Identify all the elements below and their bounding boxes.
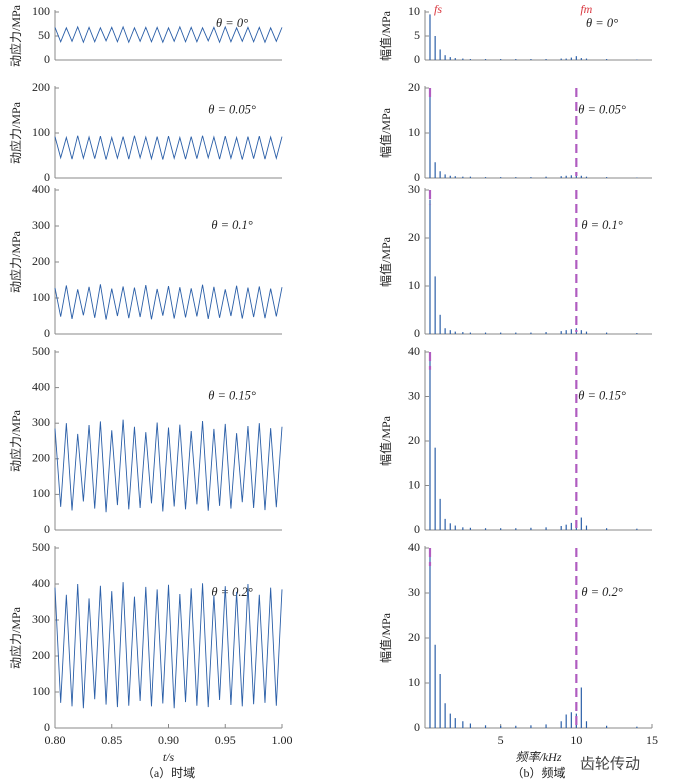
y-tick-label: 100 xyxy=(32,684,50,698)
y-tick-label: 100 xyxy=(32,125,50,139)
y-tick-label: 200 xyxy=(32,451,50,465)
annotation: θ = 0.1° xyxy=(211,218,252,232)
y-tick-label: 0 xyxy=(414,720,420,734)
signal-line xyxy=(54,582,283,709)
annotation: θ = 0.2° xyxy=(211,585,252,599)
y-axis-label: 动应力/MPa xyxy=(8,606,23,669)
y-tick-label: 30 xyxy=(408,182,420,196)
x-tick-label: 0.85 xyxy=(101,733,122,747)
y-tick-label: 50 xyxy=(38,28,50,42)
x-tick-label: 1.00 xyxy=(272,733,293,747)
signal-line xyxy=(54,419,283,513)
y-tick-label: 40 xyxy=(408,344,420,358)
caption: （b）频域 xyxy=(511,766,565,780)
marker-label: fm xyxy=(580,2,592,16)
y-axis-label: 幅值/MPa xyxy=(378,415,393,466)
y-axis-label: 幅值/MPa xyxy=(378,612,393,663)
y-axis-label: 幅值/MPa xyxy=(378,10,393,61)
x-tick-label: 0.95 xyxy=(215,733,236,747)
annotation: θ = 0.2° xyxy=(581,585,622,599)
y-tick-label: 5 xyxy=(414,28,420,42)
signal-line xyxy=(54,284,283,320)
y-tick-label: 200 xyxy=(32,80,50,94)
y-tick-label: 400 xyxy=(32,576,50,590)
y-tick-label: 500 xyxy=(32,344,50,358)
y-tick-label: 100 xyxy=(32,486,50,500)
y-tick-label: 400 xyxy=(32,182,50,196)
y-axis-label: 幅值/MPa xyxy=(378,236,393,287)
x-tick-label: 5 xyxy=(498,733,504,747)
y-axis-label: 动应力/MPa xyxy=(8,101,23,164)
annotation: θ = 0.05° xyxy=(578,102,626,116)
marker-label: fs xyxy=(434,2,442,16)
annotation: θ = 0.05° xyxy=(208,102,256,116)
y-tick-label: 0 xyxy=(44,326,50,340)
y-tick-label: 300 xyxy=(32,415,50,429)
x-axis-label: t/s xyxy=(163,750,175,764)
x-axis-label: 频率/kHz xyxy=(516,750,562,764)
y-tick-label: 0 xyxy=(44,720,50,734)
y-tick-label: 100 xyxy=(32,290,50,304)
annotation: θ = 0.15° xyxy=(208,388,256,402)
y-tick-label: 10 xyxy=(408,278,420,292)
annotation: θ = 0.1° xyxy=(581,218,622,232)
x-tick-label: 0.80 xyxy=(45,733,66,747)
y-tick-label: 20 xyxy=(408,230,420,244)
y-tick-label: 200 xyxy=(32,254,50,268)
y-tick-label: 20 xyxy=(408,433,420,447)
y-tick-label: 0 xyxy=(44,52,50,66)
y-tick-label: 300 xyxy=(32,218,50,232)
watermark: 齿轮传动 xyxy=(580,755,640,773)
x-tick-label: 15 xyxy=(646,733,658,747)
y-tick-label: 0 xyxy=(414,52,420,66)
y-tick-label: 20 xyxy=(408,630,420,644)
signal-line xyxy=(54,135,283,161)
y-tick-label: 0 xyxy=(414,522,420,536)
y-tick-label: 400 xyxy=(32,379,50,393)
y-tick-label: 0 xyxy=(414,326,420,340)
y-tick-label: 10 xyxy=(408,675,420,689)
y-tick-label: 10 xyxy=(408,125,420,139)
y-tick-label: 200 xyxy=(32,648,50,662)
annotation: θ = 0.15° xyxy=(578,388,626,402)
y-tick-label: 0 xyxy=(44,170,50,184)
y-axis-label: 动应力/MPa xyxy=(8,409,23,472)
caption: （a）时域 xyxy=(142,766,195,780)
y-tick-label: 20 xyxy=(408,80,420,94)
y-tick-label: 0 xyxy=(414,170,420,184)
y-tick-label: 30 xyxy=(408,585,420,599)
y-tick-label: 100 xyxy=(32,4,50,18)
signal-line xyxy=(54,25,283,44)
y-tick-label: 40 xyxy=(408,540,420,554)
y-axis-label: 动应力/MPa xyxy=(8,4,23,67)
y-tick-label: 10 xyxy=(408,477,420,491)
x-tick-label: 10 xyxy=(570,733,582,747)
y-tick-label: 300 xyxy=(32,612,50,626)
y-tick-label: 0 xyxy=(44,522,50,536)
x-tick-label: 0.90 xyxy=(158,733,179,747)
y-tick-label: 500 xyxy=(32,540,50,554)
y-axis-label: 幅值/MPa xyxy=(378,107,393,158)
annotation: θ = 0° xyxy=(586,16,618,30)
annotation: θ = 0° xyxy=(216,16,248,30)
y-tick-label: 30 xyxy=(408,388,420,402)
y-axis-label: 动应力/MPa xyxy=(8,230,23,293)
y-tick-label: 10 xyxy=(408,4,420,18)
